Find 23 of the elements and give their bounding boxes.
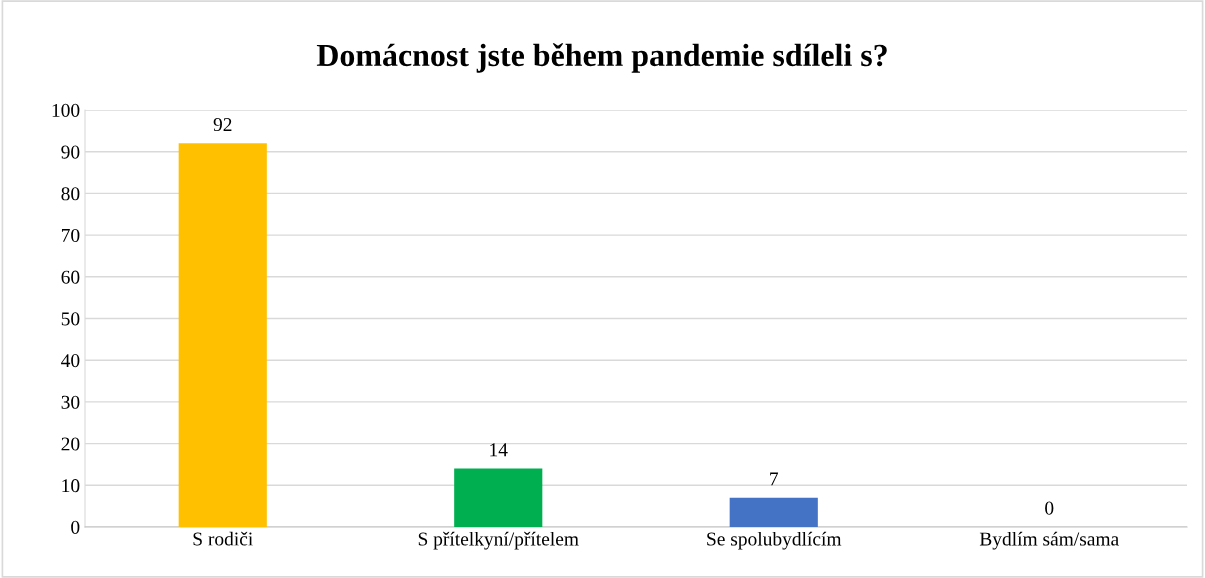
chart-title: Domácnost jste během pandemie sdíleli s? <box>316 43 887 73</box>
y-tick-label: 50 <box>61 312 80 326</box>
y-tick-label: 0 <box>71 520 80 534</box>
y-tick-label: 60 <box>61 270 80 284</box>
x-tick-label: Se spolubydlícím <box>707 531 842 550</box>
data-label: 0 <box>1045 501 1054 515</box>
y-tick-label: 100 <box>52 103 80 117</box>
bar <box>178 143 267 527</box>
y-tick-label: 10 <box>62 479 80 493</box>
y-tick-label: 30 <box>61 395 80 409</box>
data-label: 14 <box>490 443 508 457</box>
y-tick-label: 90 <box>61 145 80 159</box>
x-tick-label: S přítelkyní/přítelem <box>418 531 579 550</box>
bar <box>729 497 818 527</box>
bar <box>454 468 543 527</box>
x-tick-label: S rodiči <box>193 531 253 546</box>
data-label: 7 <box>770 472 779 486</box>
x-tick-label: Bydlím sám/sama <box>979 531 1119 550</box>
y-tick-label: 40 <box>61 354 80 368</box>
y-tick-label: 20 <box>61 437 80 451</box>
y-tick-label: 70 <box>61 228 80 243</box>
y-tick-label: 80 <box>61 187 80 201</box>
data-label: 92 <box>213 118 232 132</box>
